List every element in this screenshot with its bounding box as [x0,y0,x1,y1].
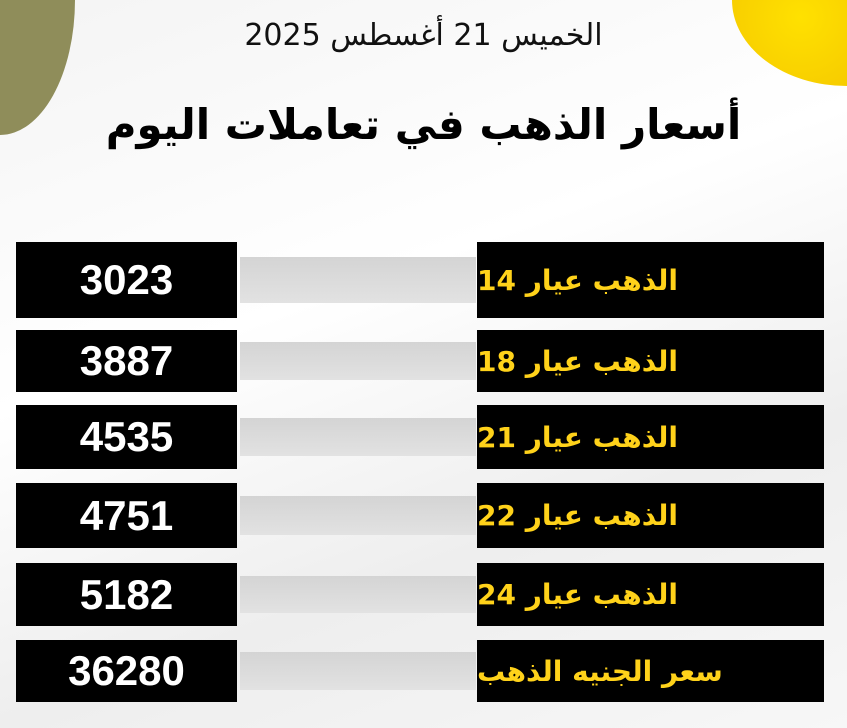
price-value: 3023 [16,242,237,318]
price-value: 4535 [16,405,237,469]
page-title: أسعار الذهب في تعاملات اليوم [105,100,742,149]
karat-label: الذهب عيار 21 [477,405,824,469]
connector-bar [240,575,476,614]
connector-bar [240,652,476,690]
price-row: 4751 الذهب عيار 22 [16,483,824,548]
karat-label-text: الذهب عيار 22 [477,499,678,532]
karat-label: الذهب عيار 18 [477,330,824,392]
karat-label-text: الذهب عيار 14 [477,263,678,297]
price-value: 3887 [16,330,237,392]
price-row: 3023 الذهب عيار 14 [16,242,824,318]
karat-label-text: سعر الجنيه الذهب [477,654,723,688]
connector-bar [240,496,476,535]
karat-label: سعر الجنيه الذهب [477,640,824,702]
price-row: 3887 الذهب عيار 18 [16,330,824,392]
karat-label: الذهب عيار 24 [477,563,824,626]
connector-bar [240,342,476,380]
price-value: 4751 [16,483,237,548]
price-value: 5182 [16,563,237,626]
price-row: 4535 الذهب عيار 21 [16,405,824,469]
karat-label-text: الذهب عيار 24 [477,578,678,611]
karat-label-text: الذهب عيار 21 [477,420,678,454]
karat-label-text: الذهب عيار 18 [477,344,678,378]
price-row: 36280 سعر الجنيه الذهب [16,640,824,702]
karat-label: الذهب عيار 22 [477,483,824,548]
price-value: 36280 [16,640,237,702]
connector-bar [240,417,476,457]
price-row: 5182 الذهب عيار 24 [16,563,824,626]
date-text: الخميس 21 أغسطس 2025 [244,18,603,53]
karat-label: الذهب عيار 14 [477,242,824,318]
connector-bar [240,257,476,303]
